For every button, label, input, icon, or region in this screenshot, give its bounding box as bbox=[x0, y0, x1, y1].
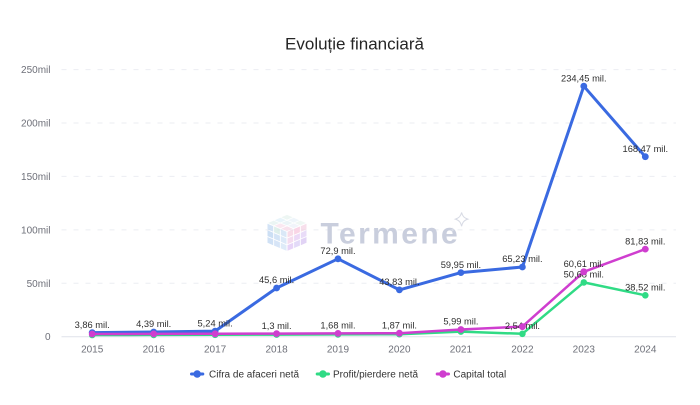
svg-text:234,45 mil.: 234,45 mil. bbox=[561, 73, 606, 83]
svg-text:1,3 mil.: 1,3 mil. bbox=[262, 321, 292, 331]
svg-text:1,87 mil.: 1,87 mil. bbox=[382, 320, 417, 330]
svg-text:100mil: 100mil bbox=[21, 225, 50, 236]
svg-text:59,95 mil.: 59,95 mil. bbox=[441, 260, 481, 270]
svg-text:5,24 mil.: 5,24 mil. bbox=[198, 318, 233, 328]
svg-text:2018: 2018 bbox=[265, 345, 288, 356]
svg-text:60,61 mil.: 60,61 mil. bbox=[564, 259, 604, 269]
svg-text:0: 0 bbox=[45, 332, 51, 343]
svg-text:2023: 2023 bbox=[573, 345, 596, 356]
svg-text:43,83 mil.: 43,83 mil. bbox=[379, 277, 419, 287]
svg-text:2016: 2016 bbox=[143, 345, 166, 356]
svg-text:72,9 mil.: 72,9 mil. bbox=[320, 246, 355, 256]
svg-text:2019: 2019 bbox=[327, 345, 350, 356]
svg-text:168,47 mil.: 168,47 mil. bbox=[623, 144, 668, 154]
svg-text:Termene: Termene bbox=[321, 217, 461, 250]
svg-text:2024: 2024 bbox=[634, 345, 657, 356]
svg-text:200mil: 200mil bbox=[21, 119, 50, 130]
svg-text:150mil: 150mil bbox=[21, 172, 50, 183]
svg-text:Cifra de afaceri netă: Cifra de afaceri netă bbox=[209, 370, 299, 381]
svg-text:2020: 2020 bbox=[388, 345, 411, 356]
svg-text:2015: 2015 bbox=[81, 345, 104, 356]
svg-text:Profit/pierdere netă: Profit/pierdere netă bbox=[333, 370, 418, 381]
svg-text:4,39 mil.: 4,39 mil. bbox=[136, 319, 171, 329]
svg-text:65,23 mil.: 65,23 mil. bbox=[502, 254, 542, 264]
svg-text:45,6 mil.: 45,6 mil. bbox=[259, 275, 294, 285]
svg-text:1,68 mil.: 1,68 mil. bbox=[320, 321, 355, 331]
svg-text:50mil: 50mil bbox=[27, 279, 51, 290]
svg-text:Capital total: Capital total bbox=[453, 370, 506, 381]
svg-text:81,83 mil.: 81,83 mil. bbox=[625, 236, 665, 246]
svg-text:2021: 2021 bbox=[450, 345, 473, 356]
svg-text:2022: 2022 bbox=[511, 345, 534, 356]
svg-text:38,52 mil.: 38,52 mil. bbox=[625, 283, 665, 293]
svg-text:5,99 mil.: 5,99 mil. bbox=[443, 317, 478, 327]
svg-text:3,86 mil.: 3,86 mil. bbox=[75, 320, 110, 330]
svg-text:250mil: 250mil bbox=[21, 65, 50, 76]
svg-text:2017: 2017 bbox=[204, 345, 227, 356]
svg-text:Evoluție financiară: Evoluție financiară bbox=[285, 35, 424, 54]
